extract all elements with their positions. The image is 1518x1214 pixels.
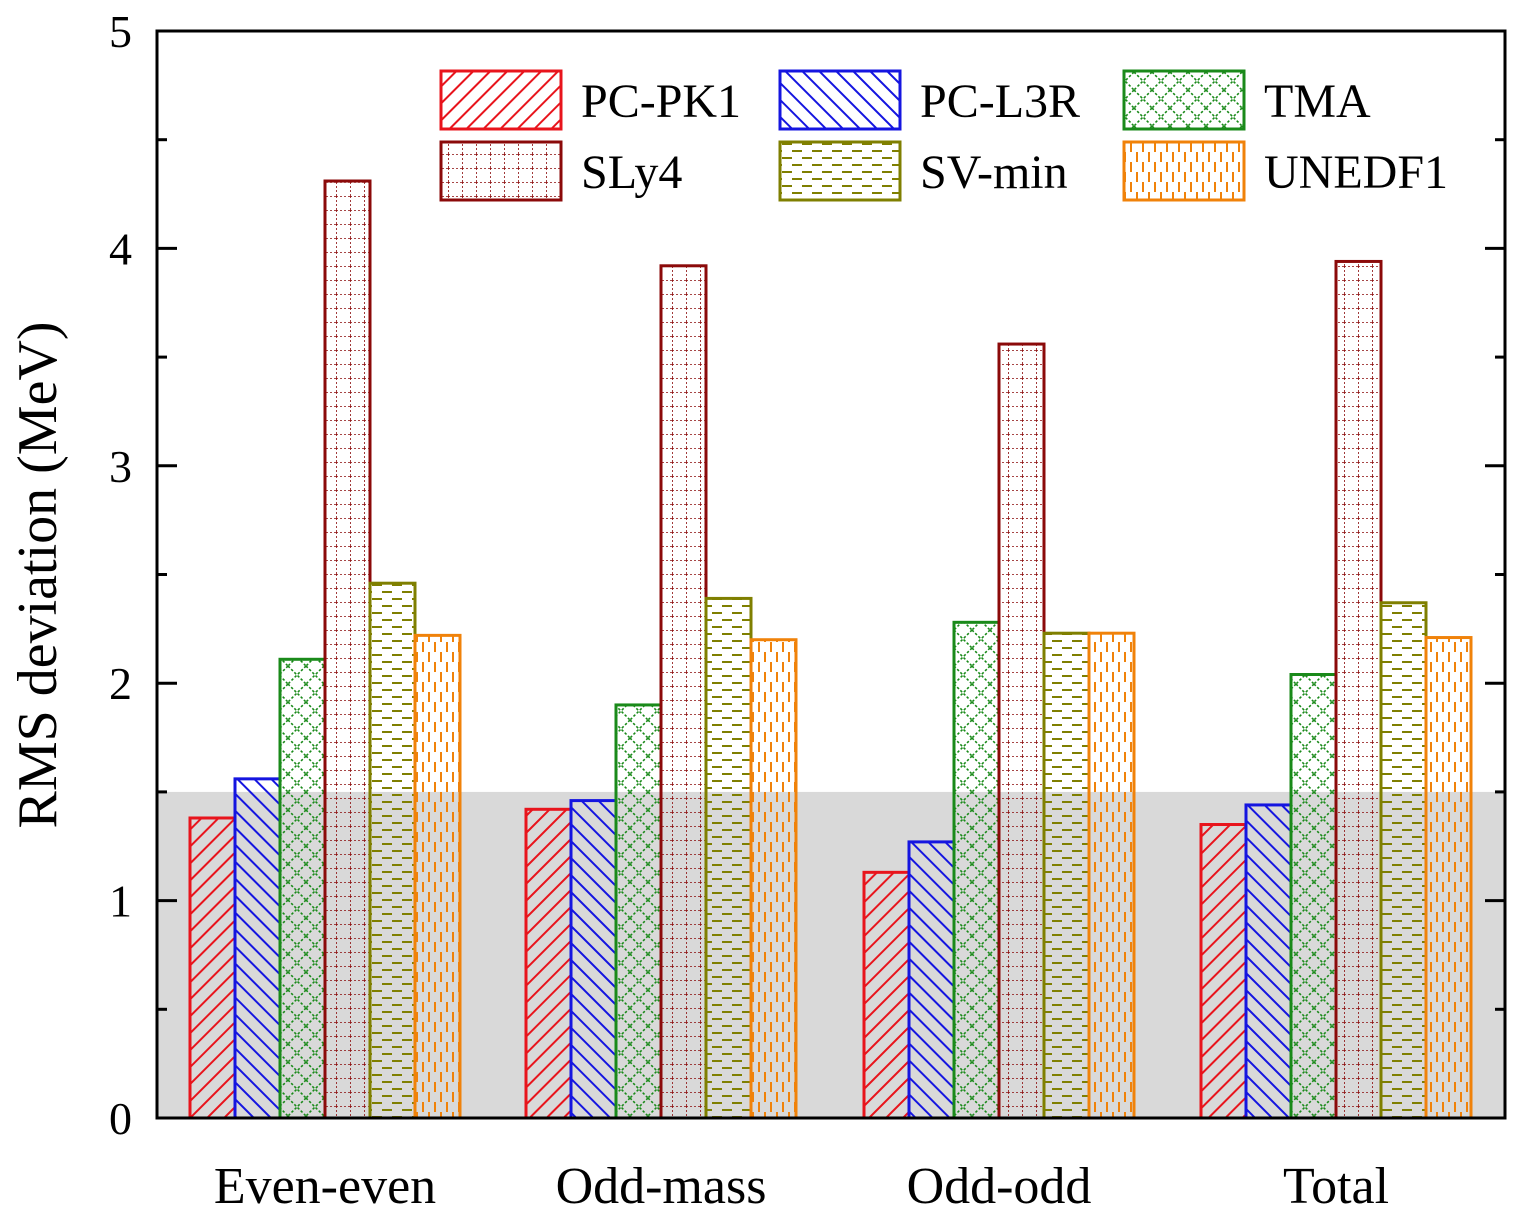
legend-label-sv-min: SV-min	[920, 146, 1068, 199]
legend-swatch-unedf1	[1122, 140, 1246, 202]
bar-pc-l3r-odd-mass	[569, 799, 618, 1120]
bar-tma-odd-mass	[614, 703, 663, 1120]
legend-label-tma: TMA	[1264, 75, 1371, 128]
legend-swatch-tma	[1122, 69, 1246, 131]
bar-sv-min-odd-mass	[704, 596, 753, 1120]
bar-pc-pk1-even-even	[188, 816, 237, 1120]
bar-unedf1-total	[1424, 636, 1473, 1120]
bar-tma-even-even	[278, 657, 327, 1120]
bar-sly4-even-even	[323, 179, 372, 1120]
bar-sly4-total	[1334, 259, 1383, 1120]
legend-swatch-pc-l3r	[778, 69, 902, 131]
bar-sly4-odd-odd	[997, 342, 1046, 1120]
x-category-label: Even-even	[214, 1158, 436, 1214]
bar-sv-min-odd-odd	[1042, 631, 1091, 1120]
bars-group	[188, 179, 1473, 1120]
y-tick-label: 2	[109, 658, 132, 709]
y-tick-label: 1	[109, 876, 132, 927]
bar-tma-total	[1289, 673, 1338, 1120]
bar-sly4-odd-mass	[659, 264, 708, 1120]
y-tick-label: 4	[109, 223, 132, 274]
y-tick-label: 5	[109, 6, 132, 57]
bar-sv-min-even-even	[368, 581, 417, 1120]
legend: PC-PK1 PC-L3R TMA SLy4 SV-min UNEDF1	[439, 69, 1448, 202]
x-category-label: Total	[1283, 1158, 1389, 1214]
legend-label-pc-pk1: PC-PK1	[581, 75, 741, 128]
y-tick-label: 0	[109, 1093, 132, 1144]
bar-sv-min-total	[1379, 601, 1428, 1120]
x-category-label: Odd-mass	[556, 1158, 767, 1214]
legend-label-sly4: SLy4	[581, 146, 682, 199]
plot-frame	[155, 29, 1507, 1120]
bar-pc-l3r-odd-odd	[907, 840, 956, 1120]
legend-swatch-pc-pk1	[439, 69, 563, 131]
legend-swatch-sv-min	[778, 140, 902, 202]
bar-pc-pk1-odd-mass	[524, 807, 573, 1120]
y-tick-label: 3	[109, 441, 132, 492]
bar-pc-l3r-total	[1244, 803, 1293, 1120]
x-category-labels: Even-even Odd-mass Odd-odd Total	[214, 1158, 1389, 1214]
bar-pc-pk1-odd-odd	[862, 870, 911, 1120]
y-tick-labels: 0 1 2 3 4 5	[109, 6, 132, 1144]
bar-tma-odd-odd	[952, 620, 1001, 1120]
bar-pc-pk1-total	[1199, 823, 1248, 1120]
legend-label-pc-l3r: PC-L3R	[920, 75, 1080, 128]
x-category-label: Odd-odd	[907, 1158, 1092, 1214]
legend-label-unedf1: UNEDF1	[1264, 146, 1448, 199]
legend-swatch-sly4	[439, 140, 563, 202]
bar-unedf1-odd-odd	[1087, 631, 1136, 1120]
y-axis-title: RMS deviation (MeV)	[7, 321, 69, 828]
bar-unedf1-even-even	[413, 633, 462, 1120]
bar-pc-l3r-even-even	[233, 777, 282, 1120]
bar-unedf1-odd-mass	[749, 638, 798, 1120]
